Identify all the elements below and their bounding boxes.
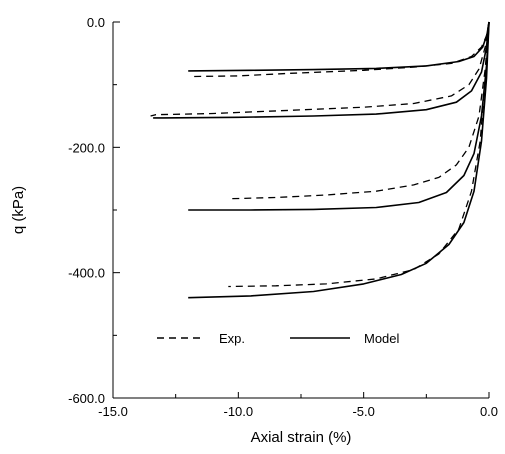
model-curve-7 [188,21,490,211]
y-tick-label: -400.0 [68,266,105,281]
exp-curve-2 [150,21,490,117]
x-tick-label: 0.0 [480,404,498,419]
ticks-layer: -15.0 -10.0 -5.0 0.0 0.0 -200.0 -400.0 -600.0 [68,15,498,419]
y-tick-label: 0.0 [87,15,105,30]
y-tick-label: -600.0 [68,391,105,406]
y-tick-label: -200.0 [68,140,105,155]
exp-curve-4 [228,21,490,288]
x-axis-title: Axial strain (%) [251,429,352,446]
y-axis-title: q (kPa) [10,186,27,234]
model-curve-6 [153,21,490,119]
x-tick-label: -15.0 [98,404,128,419]
legend-model-label: Model [364,331,400,346]
legend: Exp. Model [157,331,400,346]
series-layer [150,21,490,299]
legend-exp-label: Exp. [219,331,245,346]
model-curve-5 [188,21,490,72]
x-tick-label: -10.0 [224,404,254,419]
exp-curve-3 [230,21,490,200]
x-tick-label: -5.0 [352,404,374,419]
model-curve-8 [188,21,490,299]
